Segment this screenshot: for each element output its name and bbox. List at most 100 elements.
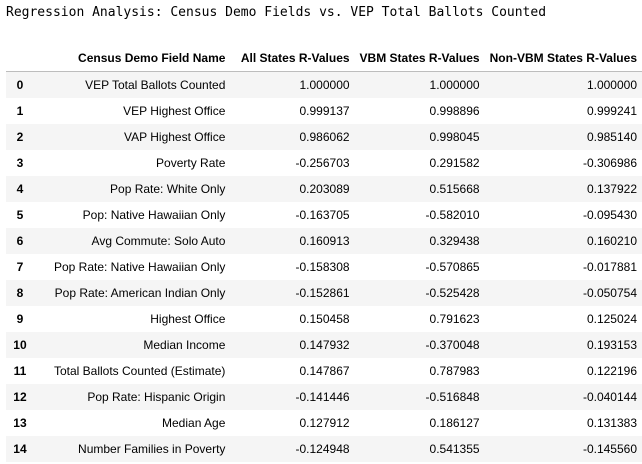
cell-non-vbm-states: -0.050754 bbox=[484, 280, 642, 306]
cell-field-name: Pop: Native Hawaiian Only bbox=[82, 208, 226, 222]
row-index: 5 bbox=[16, 208, 24, 222]
cell-all-states: -0.152861 bbox=[230, 280, 355, 306]
cell-field-name: Poverty Rate bbox=[156, 156, 226, 170]
cell-vbm-states: 0.515668 bbox=[354, 176, 485, 202]
table-row: 7 Pop Rate: Native Hawaiian Only -0.158308… bbox=[6, 254, 642, 280]
cell-non-vbm-states: 0.125024 bbox=[586, 312, 637, 326]
row-index: 2 bbox=[6, 124, 34, 150]
cell-vbm-states: -0.525428 bbox=[354, 280, 485, 306]
table-row: 13 Median Age 0.127912 0.186127 0.131383 bbox=[6, 410, 642, 436]
row-index: 3 bbox=[16, 156, 24, 170]
cell-non-vbm-states: -0.017881 bbox=[582, 260, 637, 274]
cell-vbm-states: 0.329438 bbox=[354, 228, 485, 254]
cell-all-states: 0.147867 bbox=[299, 364, 350, 378]
cell-non-vbm-states: -0.145560 bbox=[484, 436, 642, 462]
table-row: 8 Pop Rate: American Indian Only -0.152861… bbox=[6, 280, 642, 306]
row-index: 10 bbox=[6, 332, 34, 358]
header-non-vbm-states: Non-VBM States R-Values bbox=[484, 45, 642, 72]
cell-non-vbm-states: 0.131383 bbox=[586, 416, 637, 430]
cell-non-vbm-states: 0.193153 bbox=[484, 332, 642, 358]
cell-vbm-states: 0.186127 bbox=[429, 416, 480, 430]
cell-vbm-states: 0.291582 bbox=[429, 156, 480, 170]
row-index: 0 bbox=[6, 71, 34, 98]
row-index: 7 bbox=[16, 260, 24, 274]
cell-field-name: Number Families in Poverty bbox=[33, 436, 231, 462]
cell-field-name: Median Age bbox=[162, 416, 226, 430]
cell-field-name: VEP Highest Office bbox=[123, 104, 226, 118]
cell-non-vbm-states: 0.160210 bbox=[484, 228, 642, 254]
row-index: 4 bbox=[6, 176, 34, 202]
cell-all-states: -0.256703 bbox=[295, 156, 350, 170]
cell-vbm-states: -0.582010 bbox=[425, 208, 480, 222]
table-row: 4 Pop Rate: White Only 0.203089 0.515668 0.1… bbox=[6, 176, 642, 202]
header-all-states: All States R-Values bbox=[230, 45, 355, 72]
cell-all-states: 0.147932 bbox=[230, 332, 355, 358]
row-index: 8 bbox=[6, 280, 34, 306]
cell-vbm-states: 0.541355 bbox=[354, 436, 485, 462]
dataframe-table: Census Demo Field Name All States R-Valu… bbox=[6, 45, 642, 462]
table-row: 6 Avg Commute: Solo Auto 0.160913 0.329438 0… bbox=[6, 228, 642, 254]
row-index: 12 bbox=[6, 384, 34, 410]
cell-all-states: 1.000000 bbox=[230, 71, 355, 98]
header-row: Census Demo Field Name All States R-Valu… bbox=[6, 45, 642, 72]
cell-all-states: 0.999137 bbox=[299, 104, 350, 118]
table-row: 11 Total Ballots Counted (Estimate) 0.1478… bbox=[6, 358, 642, 384]
cell-all-states: 0.986062 bbox=[230, 124, 355, 150]
cell-field-name: Pop Rate: Native Hawaiian Only bbox=[53, 260, 226, 274]
cell-all-states: -0.158308 bbox=[295, 260, 350, 274]
cell-non-vbm-states: 0.122196 bbox=[586, 364, 637, 378]
cell-vbm-states: 0.998896 bbox=[429, 104, 480, 118]
cell-vbm-states: -0.516848 bbox=[354, 384, 485, 410]
table-body: 0 VEP Total Ballots Counted 1.000000 1.0000… bbox=[6, 71, 642, 462]
table-header: Census Demo Field Name All States R-Valu… bbox=[6, 45, 642, 72]
cell-vbm-states: -0.370048 bbox=[354, 332, 485, 358]
cell-non-vbm-states: -0.095430 bbox=[582, 208, 637, 222]
table-row: 2 VAP Highest Office 0.986062 0.998045 0.985… bbox=[6, 124, 642, 150]
table-row: 10 Median Income 0.147932 -0.370048 0.193153 bbox=[6, 332, 642, 358]
cell-field-name: Pop Rate: White Only bbox=[33, 176, 231, 202]
header-field-name: Census Demo Field Name bbox=[33, 45, 231, 72]
cell-vbm-states: -0.570865 bbox=[425, 260, 480, 274]
cell-all-states: -0.141446 bbox=[230, 384, 355, 410]
cell-field-name: Total Ballots Counted (Estimate) bbox=[53, 364, 226, 378]
cell-non-vbm-states: 0.137922 bbox=[484, 176, 642, 202]
cell-non-vbm-states: -0.040144 bbox=[484, 384, 642, 410]
cell-field-name: Pop Rate: Hispanic Origin bbox=[33, 384, 231, 410]
cell-all-states: 0.150458 bbox=[299, 312, 350, 326]
cell-all-states: 0.203089 bbox=[230, 176, 355, 202]
cell-field-name: Pop Rate: American Indian Only bbox=[33, 280, 231, 306]
cell-all-states: 0.160913 bbox=[230, 228, 355, 254]
table-row: 3 Poverty Rate -0.256703 0.291582 -0.306986 bbox=[6, 150, 642, 176]
table-row: 5 Pop: Native Hawaiian Only -0.163705 -0.58… bbox=[6, 202, 642, 228]
cell-field-name: Avg Commute: Solo Auto bbox=[33, 228, 231, 254]
cell-field-name: Median Income bbox=[33, 332, 231, 358]
output-title: Regression Analysis: Census Demo Fields … bbox=[6, 5, 547, 20]
row-index: 11 bbox=[13, 364, 27, 378]
cell-field-name: VAP Highest Office bbox=[33, 124, 231, 150]
cell-non-vbm-states: 0.985140 bbox=[484, 124, 642, 150]
row-index: 14 bbox=[6, 436, 34, 462]
cell-all-states: -0.124948 bbox=[230, 436, 355, 462]
row-index: 9 bbox=[16, 312, 24, 326]
cell-all-states: 0.127912 bbox=[299, 416, 350, 430]
table-row: 0 VEP Total Ballots Counted 1.000000 1.0000… bbox=[6, 71, 642, 98]
row-index: 13 bbox=[13, 416, 27, 430]
cell-vbm-states: 0.998045 bbox=[354, 124, 485, 150]
cell-vbm-states: 1.000000 bbox=[354, 71, 485, 98]
cell-non-vbm-states: 0.999241 bbox=[586, 104, 637, 118]
table-row: 1 VEP Highest Office 0.999137 0.998896 0.999… bbox=[6, 98, 642, 124]
row-index: 1 bbox=[16, 104, 24, 118]
cell-all-states: -0.163705 bbox=[295, 208, 350, 222]
header-index bbox=[6, 45, 34, 72]
table-row: 9 Highest Office 0.150458 0.791623 0.125024 bbox=[6, 306, 642, 332]
table-row: 14 Number Families in Poverty -0.124948 0.5… bbox=[6, 436, 642, 462]
cell-vbm-states: 0.787983 bbox=[429, 364, 480, 378]
row-index: 6 bbox=[6, 228, 34, 254]
cell-non-vbm-states: -0.306986 bbox=[582, 156, 637, 170]
cell-field-name: Highest Office bbox=[150, 312, 226, 326]
table-row: 12 Pop Rate: Hispanic Origin -0.141446 -0.5… bbox=[6, 384, 642, 410]
cell-non-vbm-states: 1.000000 bbox=[484, 71, 642, 98]
cell-vbm-states: 0.791623 bbox=[429, 312, 480, 326]
cell-field-name: VEP Total Ballots Counted bbox=[33, 71, 231, 98]
header-vbm-states: VBM States R-Values bbox=[354, 45, 485, 72]
